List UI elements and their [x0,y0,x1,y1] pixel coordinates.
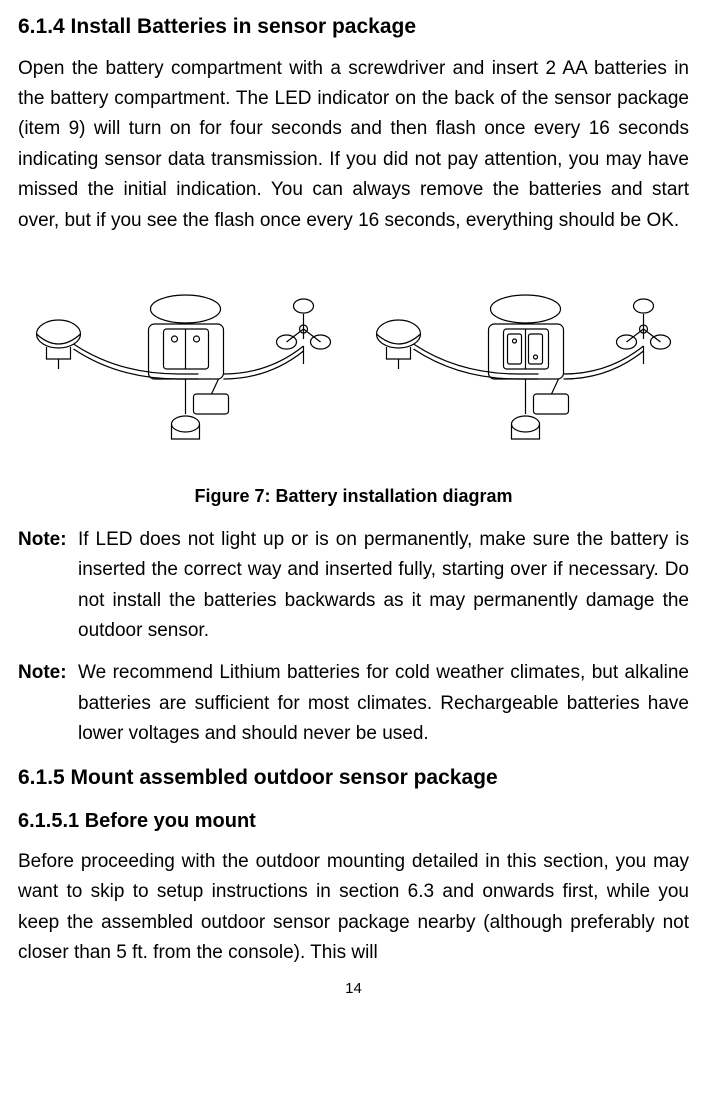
section-3-paragraph: Before proceeding with the outdoor mount… [18,847,689,969]
figure-caption: Figure 7: Battery installation diagram [18,482,689,511]
note-1-label: Note: [18,525,78,647]
note-1-text: If LED does not light up or is on perman… [78,525,689,647]
section-1-paragraph: Open the battery compartment with a scre… [18,54,689,236]
note-1: Note: If LED does not light up or is on … [18,525,689,647]
note-2: Note: We recommend Lithium batteries for… [18,658,689,749]
section-heading-2: 6.1.5 Mount assembled outdoor sensor pac… [18,761,689,795]
note-2-text: We recommend Lithium batteries for cold … [78,658,689,749]
page-number: 14 [18,977,689,1001]
note-2-label: Note: [18,658,78,749]
section-heading-3: 6.1.5.1 Before you mount [18,805,689,837]
battery-install-figure [18,244,689,474]
section-heading-1: 6.1.4 Install Batteries in sensor packag… [18,10,689,44]
